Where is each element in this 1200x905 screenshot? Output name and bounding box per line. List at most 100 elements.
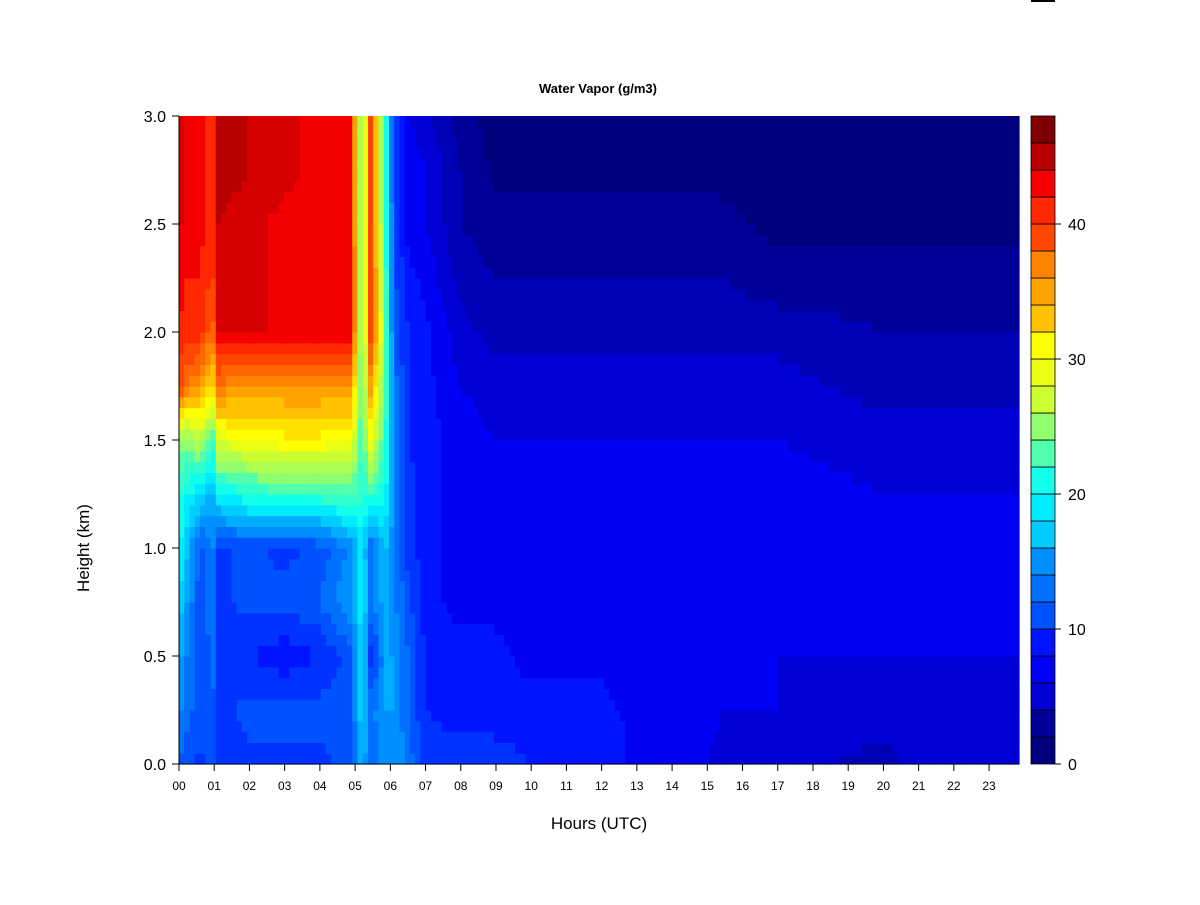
heatmap-cell: [299, 656, 306, 668]
heatmap-cell: [326, 699, 332, 711]
heatmap-cell: [221, 159, 227, 171]
heatmap-cell: [294, 429, 301, 441]
heatmap-cell: [383, 699, 390, 711]
heatmap-cell: [268, 440, 275, 452]
heatmap-cell: [609, 591, 616, 603]
heatmap-cell: [462, 569, 469, 581]
heatmap-cell: [252, 278, 259, 290]
heatmap-cell: [257, 375, 264, 387]
heatmap-cell: [352, 342, 359, 355]
heatmap-cell: [305, 353, 311, 365]
heatmap-cell: [520, 159, 527, 171]
heatmap-cell: [546, 180, 553, 193]
heatmap-cell: [294, 645, 301, 657]
heatmap-cell: [593, 634, 600, 646]
heatmap-cell: [357, 472, 364, 484]
heatmap-cell: [609, 191, 616, 203]
heatmap-cell: [588, 699, 595, 711]
heatmap-cell: [210, 440, 217, 452]
heatmap-cell: [399, 159, 406, 171]
heatmap-cell: [252, 137, 259, 149]
heatmap-cell: [494, 332, 500, 344]
heatmap-cell: [226, 332, 233, 344]
heatmap-cell: [326, 710, 332, 722]
heatmap-cell: [578, 364, 584, 376]
heatmap-cell: [315, 191, 322, 203]
heatmap-cell: [305, 753, 311, 765]
heatmap-cell: [520, 612, 527, 625]
heatmap-cell: [536, 234, 542, 247]
heatmap-cell: [352, 310, 359, 322]
heatmap-cell: [383, 342, 390, 355]
heatmap-cell: [315, 429, 322, 441]
heatmap-cell: [452, 537, 458, 549]
heatmap-cell: [252, 148, 259, 160]
heatmap-cell: [210, 623, 217, 635]
heatmap-cell: [189, 580, 196, 592]
heatmap-cell: [226, 440, 233, 452]
heatmap-cell: [431, 407, 437, 419]
heatmap-cell: [457, 526, 464, 538]
heatmap-cell: [284, 494, 290, 506]
heatmap-cell: [525, 548, 532, 560]
heatmap-cell: [231, 742, 238, 754]
heatmap-cell: [315, 159, 322, 171]
heatmap-cell: [483, 116, 490, 128]
heatmap-cell: [268, 418, 275, 430]
heatmap-cell: [599, 742, 605, 754]
heatmap-cell: [294, 656, 301, 668]
heatmap-cell: [200, 634, 206, 646]
heatmap-cell: [462, 159, 469, 171]
heatmap-cell: [525, 353, 532, 365]
heatmap-cell: [278, 591, 285, 603]
heatmap-cell: [315, 537, 322, 549]
heatmap-cell: [310, 299, 317, 311]
heatmap-cell: [583, 634, 590, 646]
heatmap-cell: [567, 558, 574, 571]
heatmap-cell: [473, 591, 479, 603]
heatmap-cell: [452, 213, 458, 225]
heatmap-cell: [483, 159, 490, 171]
heatmap-cell: [394, 321, 401, 333]
heatmap-cell: [205, 137, 212, 149]
heatmap-cell: [257, 602, 264, 614]
heatmap-cell: [231, 612, 238, 625]
heatmap-cell: [326, 213, 332, 225]
heatmap-cell: [609, 299, 616, 311]
heatmap-cell: [462, 472, 469, 484]
heatmap-cell: [599, 602, 605, 614]
heatmap-cell: [578, 472, 584, 484]
heatmap-cell: [299, 342, 306, 355]
heatmap-cell: [189, 720, 196, 733]
heatmap-cell: [457, 591, 464, 603]
heatmap-cell: [515, 332, 521, 344]
heatmap-cell: [415, 332, 422, 344]
heatmap-cell: [578, 342, 584, 355]
heatmap-cell: [494, 450, 500, 463]
heatmap-cell: [473, 299, 479, 311]
heatmap-cell: [588, 494, 595, 506]
heatmap-cell: [578, 526, 584, 538]
heatmap-cell: [326, 396, 332, 409]
heatmap-cell: [278, 634, 285, 646]
heatmap-cell: [247, 364, 254, 376]
heatmap-cell: [373, 580, 380, 592]
heatmap-cell: [609, 504, 616, 517]
heatmap-cell: [551, 731, 558, 743]
heatmap-cell: [205, 461, 212, 473]
heatmap-cell: [520, 602, 527, 614]
heatmap-cell: [315, 116, 322, 128]
heatmap-cell: [504, 245, 511, 257]
heatmap-cell: [368, 591, 374, 603]
heatmap-cell: [341, 245, 348, 257]
heatmap-cell: [494, 126, 500, 139]
heatmap-cell: [373, 612, 380, 625]
heatmap-cell: [562, 245, 569, 257]
heatmap-cell: [284, 472, 290, 484]
heatmap-cell: [257, 731, 264, 743]
heatmap-cell: [184, 321, 191, 333]
heatmap-cell: [331, 699, 338, 711]
heatmap-cell: [504, 429, 511, 441]
heatmap-cell: [263, 321, 269, 333]
heatmap-cell: [194, 386, 201, 398]
